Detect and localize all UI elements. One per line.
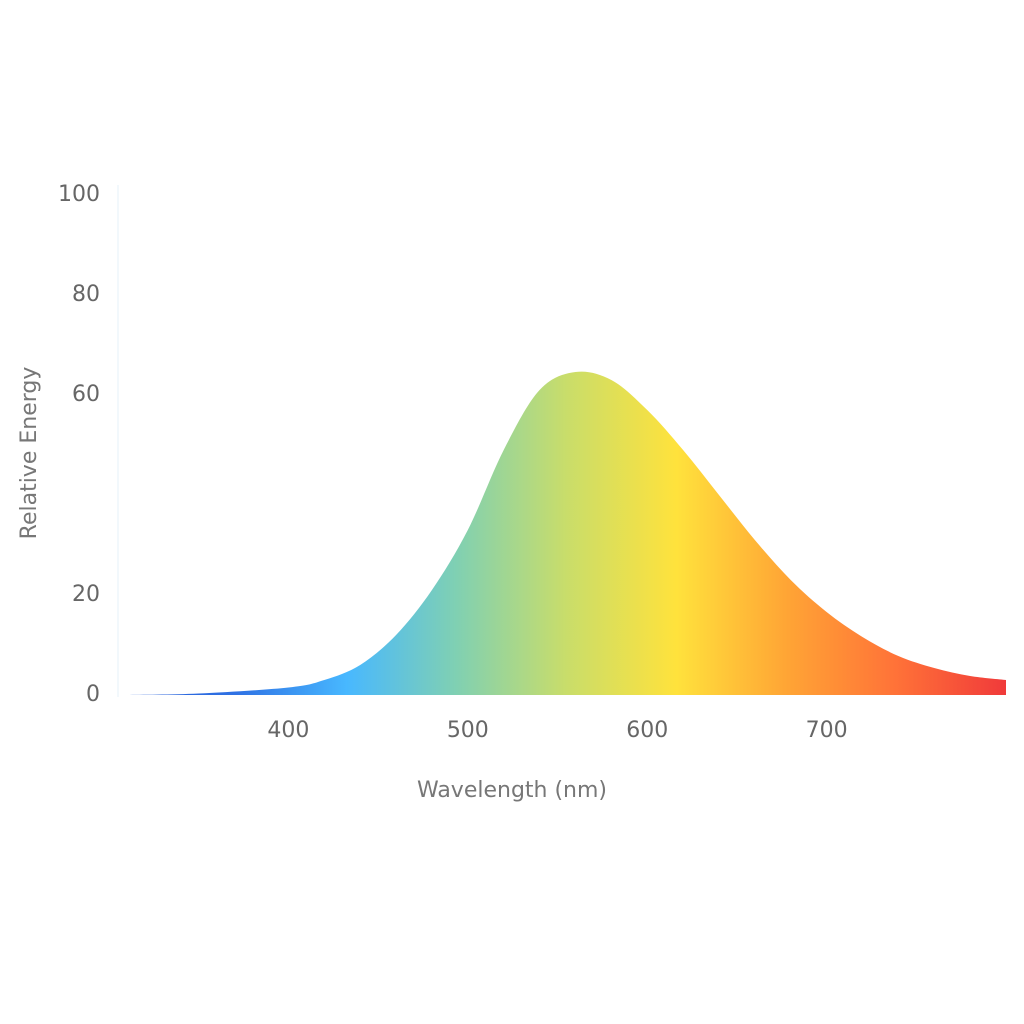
spectrum-area	[126, 371, 1006, 695]
x-tick-label: 700	[806, 718, 848, 743]
y-tick-label: 60	[72, 382, 100, 407]
x-tick-label: 400	[267, 718, 309, 743]
y-tick-label: 100	[58, 182, 100, 207]
x-tick-label: 600	[626, 718, 668, 743]
y-tick-label: 20	[72, 582, 100, 607]
y-tick-label: 0	[86, 682, 100, 707]
x-axis-title: Wavelength (nm)	[417, 778, 607, 803]
x-tick-label: 500	[447, 718, 489, 743]
y-tick-label: 80	[72, 282, 100, 307]
y-axis-title: Relative Energy	[17, 367, 42, 540]
